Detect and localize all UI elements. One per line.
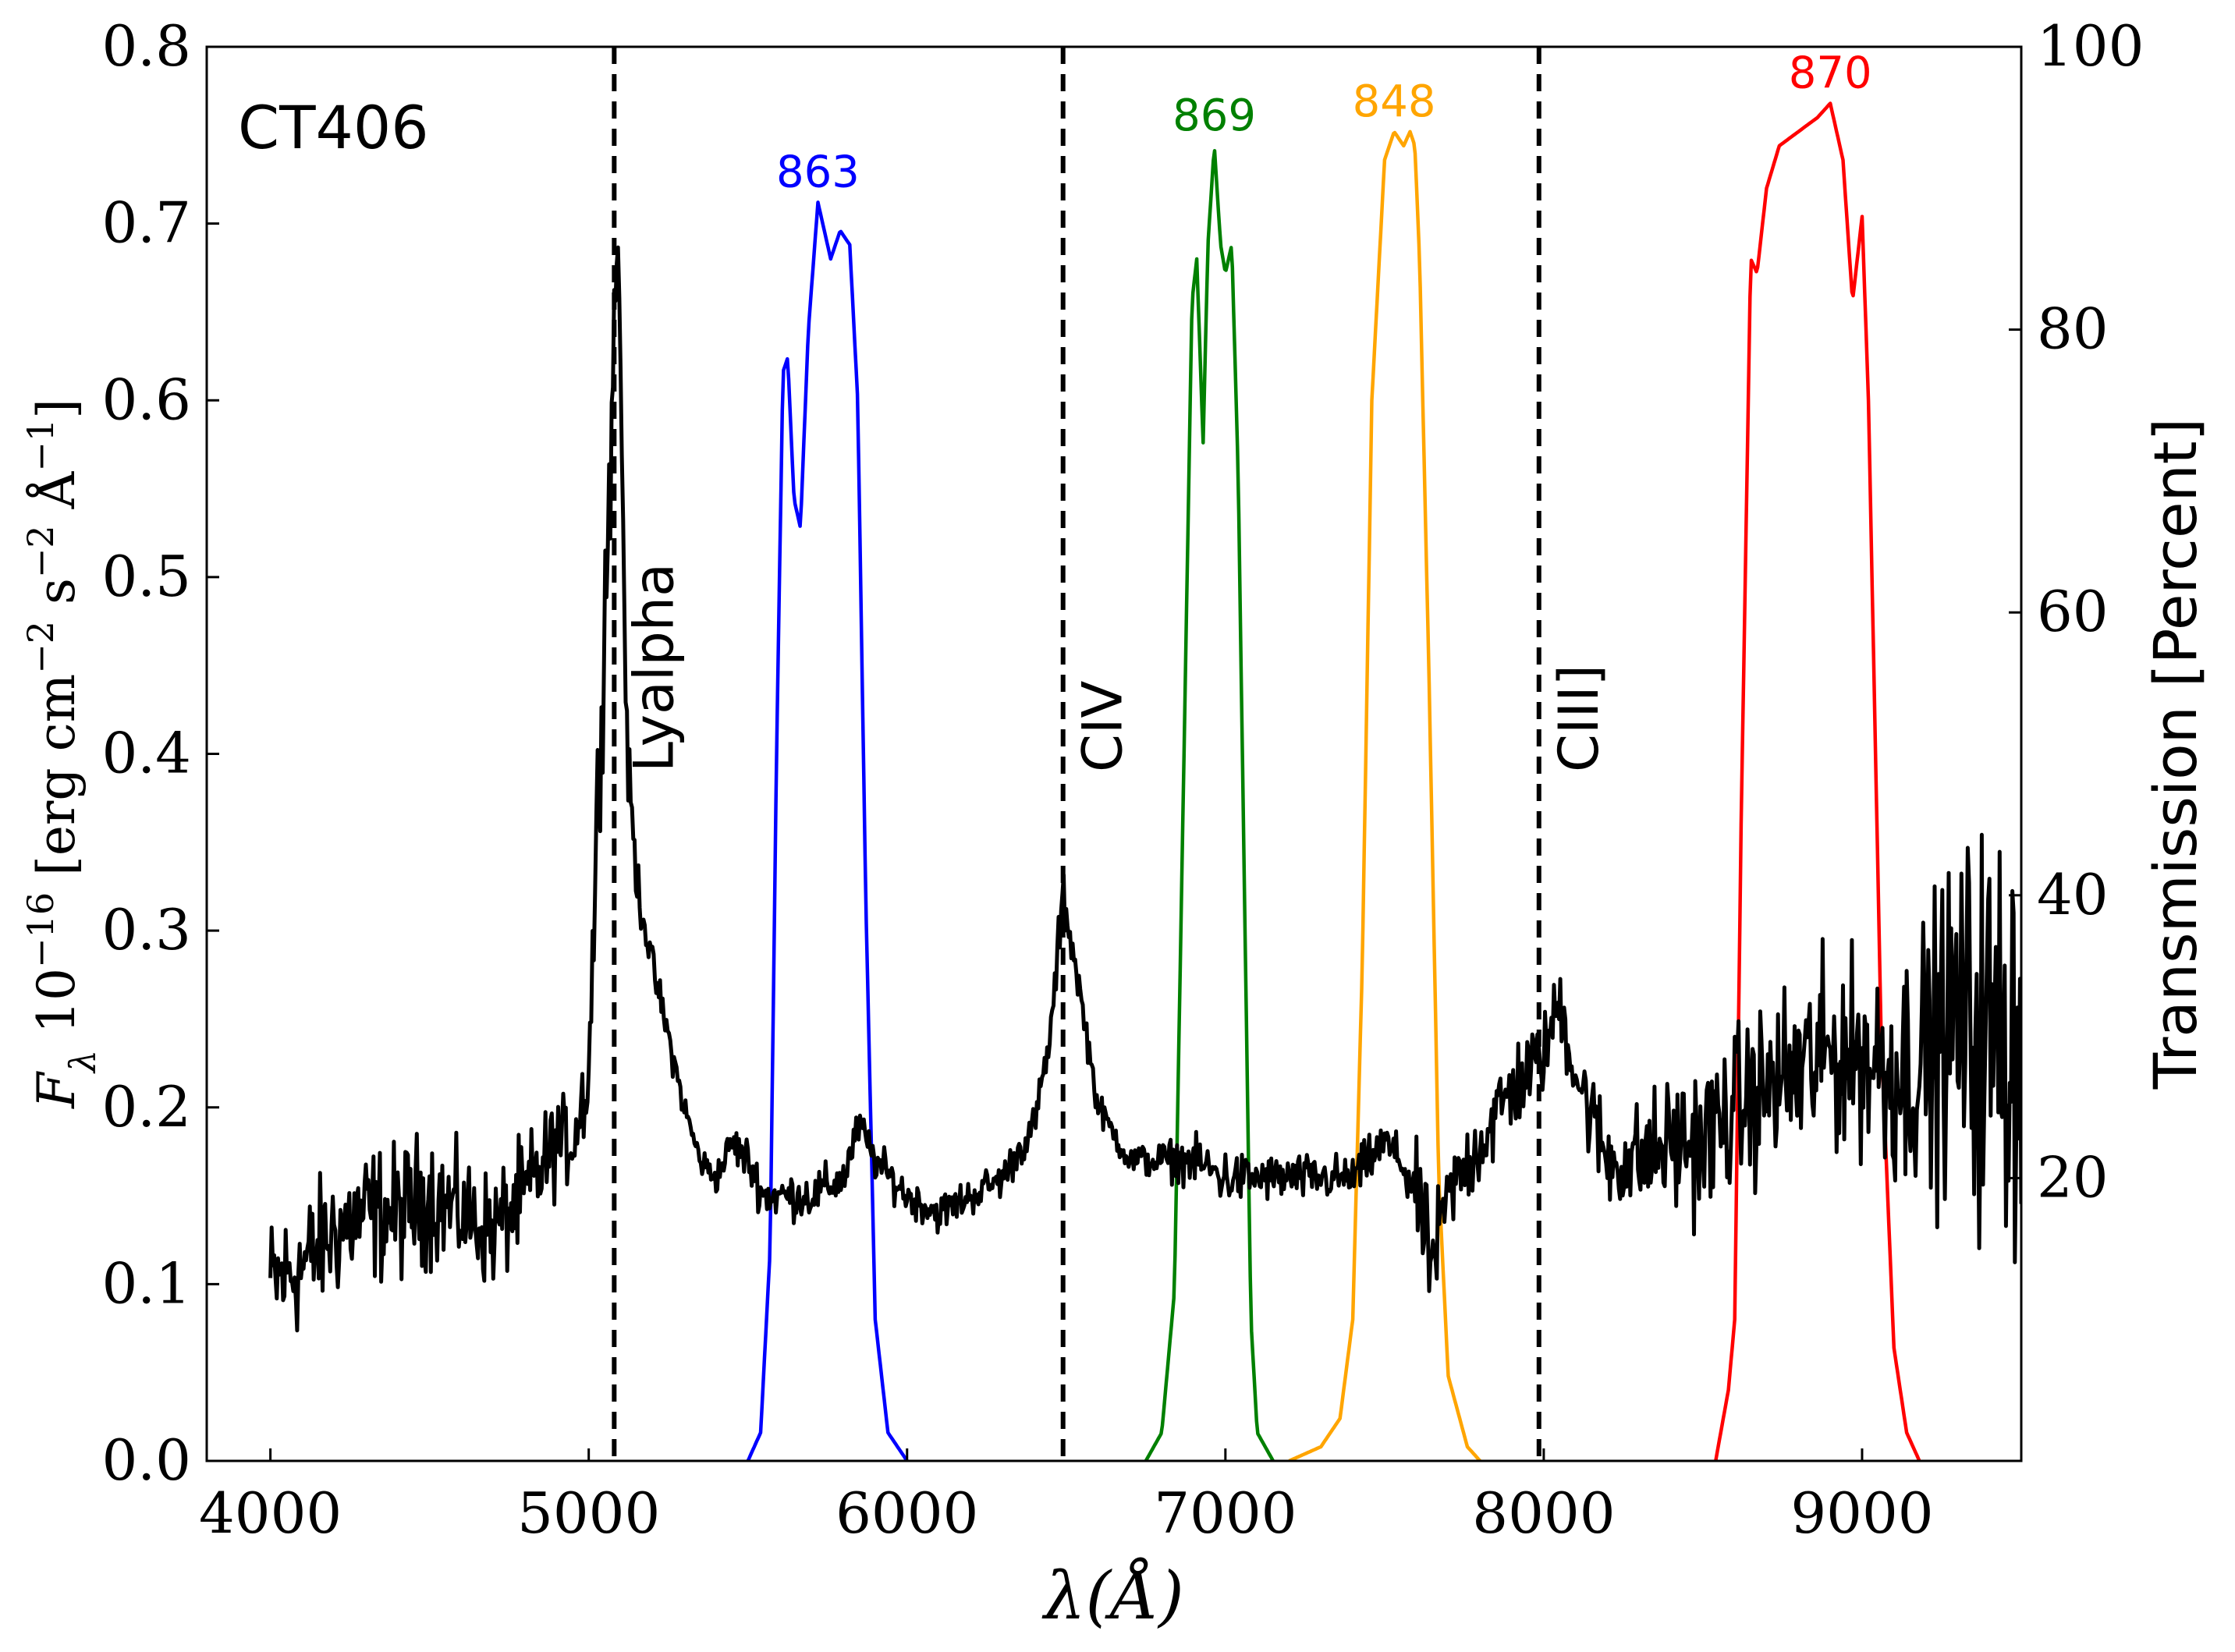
x-axis-title: λ(Å) [1041,1557,1183,1634]
y-right-tick-label: 100 [2037,13,2144,79]
y-right-tick-label: 40 [2037,862,2109,927]
emission-line-markers: Lyalpha CIV CIII] [612,47,1611,1461]
filter-label-869: 869 [1172,90,1256,141]
x-tick-label: 9000 [1790,1480,1933,1546]
y-left-tick-label: 0.0 [101,1427,191,1493]
x-tick-label: 5000 [517,1480,660,1546]
filter-label-848: 848 [1353,76,1436,127]
x-tick-label: 7000 [1154,1480,1297,1546]
y-axis-right-title: Transmission [Percent] [2141,418,2210,1090]
filter-curve-869 [1144,149,1275,1461]
y-left-tick-label: 0.3 [101,897,191,962]
y-right-tick-label: 20 [2037,1144,2109,1210]
spectrum-layer [268,245,2021,1333]
object-label: CT406 [238,93,429,162]
y-left-tick-label: 0.8 [101,13,191,79]
y-left-tick-label: 0.1 [101,1250,191,1316]
y-axis-left-title: Fλ 10−16 [erg cm−2 s−2 Å−1] [20,399,104,1109]
y-right-tick-label: 60 [2037,579,2109,644]
filter-label-870: 870 [1789,48,1872,99]
y-left-tick-label: 0.4 [101,721,191,786]
filter-label-863: 863 [776,147,860,197]
emission-line-label: CIV [1071,680,1135,772]
x-tick-label: 8000 [1472,1480,1615,1546]
filter-curve-863 [746,200,909,1461]
spectrum-curve [268,245,2021,1333]
y-left-tick-label: 0.2 [101,1074,191,1140]
y-left-tick-label: 0.7 [101,190,191,256]
y-left-tick-label: 0.5 [101,544,191,609]
x-tick-label: 6000 [835,1480,978,1546]
emission-line-label: CIII] [1547,665,1611,772]
y-left-tick-label: 0.6 [101,367,191,432]
filter-curve-848 [1288,129,1481,1461]
emission-line-label: Lyalpha [622,563,686,772]
x-tick-label: 4000 [199,1480,342,1546]
y-right-tick-label: 80 [2037,296,2109,362]
axis-ticks: 4000 5000 6000 7000 8000 9000 0.0 0.1 0.2 0.3 0.4 0… [101,13,2144,1546]
